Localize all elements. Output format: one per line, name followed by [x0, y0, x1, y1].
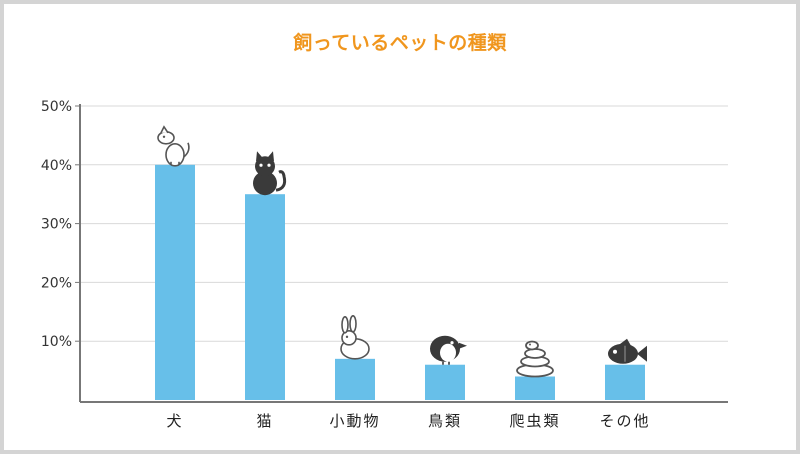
bar-5 [515, 376, 555, 400]
snake-icon [516, 340, 554, 378]
axes [79, 104, 728, 403]
y-tick-label: 10% [41, 334, 72, 350]
fish-icon [608, 338, 647, 364]
y-tick-label: 20% [41, 275, 72, 291]
bar-1 [155, 164, 195, 400]
y-tick-label: 50% [41, 99, 72, 115]
x-tick-label: その他 [599, 412, 650, 430]
bird-icon [430, 335, 467, 365]
rabbit-icon [340, 315, 370, 360]
chart-title: 飼っているペットの種類 [293, 32, 507, 54]
y-axis-ticks: 10% 20% 30% 40% 50% [41, 99, 80, 350]
x-tick-label: 犬 [166, 412, 183, 430]
x-tick-label: 爬虫類 [509, 412, 560, 430]
bar-3 [335, 358, 375, 400]
x-axis-ticks: 犬 猫 小動物 鳥類 爬虫類 その他 [166, 412, 650, 430]
x-tick-label: 猫 [256, 412, 273, 430]
dog-icon [157, 125, 190, 167]
y-tick-label: 30% [41, 217, 72, 233]
x-tick-label: 小動物 [329, 412, 380, 430]
bar-2 [245, 194, 285, 400]
cat-icon [253, 151, 287, 196]
bars [155, 164, 645, 400]
x-tick-label: 鳥類 [428, 412, 462, 430]
bar-4 [425, 364, 465, 400]
y-tick-label: 40% [41, 158, 72, 174]
bar-6 [605, 364, 645, 400]
pet-icons [157, 125, 647, 378]
